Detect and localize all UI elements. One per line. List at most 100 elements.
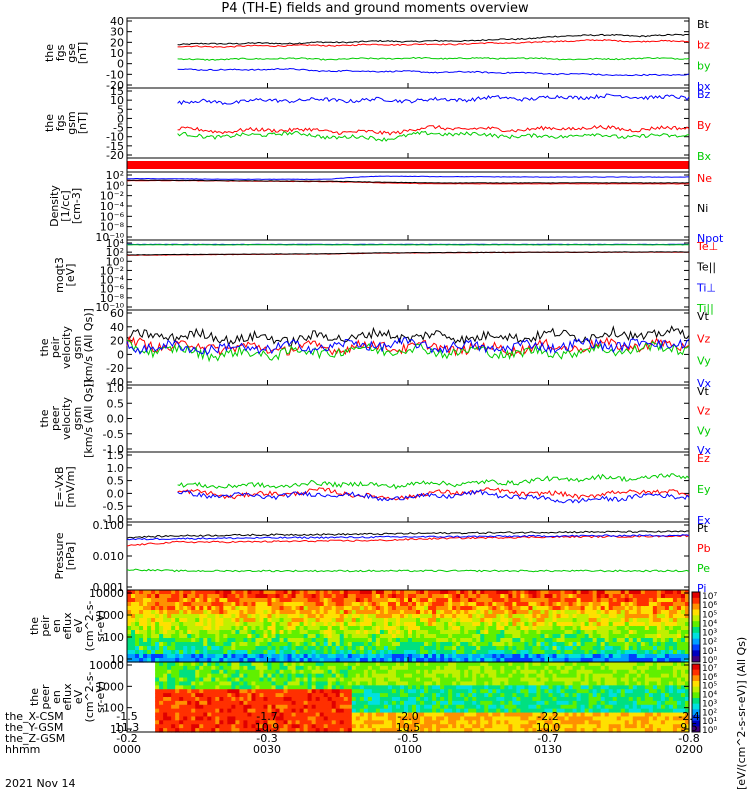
heatmap-cell bbox=[480, 665, 485, 671]
heatmap-cell bbox=[211, 708, 216, 714]
heatmap-cell bbox=[512, 630, 517, 635]
heatmap-cell bbox=[371, 685, 377, 690]
heatmap-cell bbox=[528, 658, 534, 663]
heatmap-cell bbox=[295, 658, 301, 663]
heatmap-cell bbox=[371, 700, 377, 706]
heatmap-cell bbox=[436, 712, 441, 718]
heatmap-cell bbox=[215, 662, 220, 667]
heatmap-cell bbox=[660, 642, 666, 647]
heatmap-cell bbox=[363, 606, 369, 611]
heatmap-cell bbox=[616, 602, 622, 607]
heatmap-cell bbox=[175, 700, 180, 706]
heatmap-cell bbox=[516, 654, 521, 659]
heatmap-cell bbox=[524, 700, 530, 706]
heatmap-cell bbox=[436, 646, 441, 651]
heatmap-cell bbox=[303, 685, 309, 690]
y-tick-label: 0.100 bbox=[93, 519, 125, 532]
heatmap-cell bbox=[235, 618, 240, 623]
heatmap-cell bbox=[307, 634, 313, 639]
heatmap-cell bbox=[632, 662, 638, 667]
heatmap-cell bbox=[251, 669, 257, 675]
heatmap-cell bbox=[219, 673, 224, 679]
heatmap-cell bbox=[668, 598, 674, 603]
heatmap-cell bbox=[520, 658, 526, 663]
heatmap-cell bbox=[460, 606, 465, 611]
heatmap-cell bbox=[624, 712, 630, 718]
heatmap-cell bbox=[239, 728, 245, 733]
heatmap-cell bbox=[632, 618, 638, 623]
heatmap-cell bbox=[239, 697, 245, 702]
heatmap-cell bbox=[576, 700, 582, 706]
heatmap-cell bbox=[444, 673, 449, 679]
heatmap-cell bbox=[552, 728, 558, 733]
heatmap-cell bbox=[520, 638, 526, 643]
heatmap-cell bbox=[339, 689, 345, 694]
heatmap-cell bbox=[480, 704, 485, 710]
heatmap-cell bbox=[283, 610, 289, 615]
heatmap-cell bbox=[223, 716, 228, 721]
heatmap-cell bbox=[391, 634, 397, 639]
heatmap-cell bbox=[163, 662, 168, 667]
heatmap-cell bbox=[460, 728, 465, 733]
heatmap-cell bbox=[600, 728, 606, 733]
heatmap-cell bbox=[231, 728, 236, 733]
heatmap-cell bbox=[624, 689, 630, 694]
heatmap-cell bbox=[440, 708, 445, 714]
heatmap-cell bbox=[408, 712, 413, 718]
heatmap-cell bbox=[363, 681, 369, 686]
heatmap-cell bbox=[383, 685, 389, 690]
heatmap-cell bbox=[339, 677, 345, 683]
heatmap-cell bbox=[371, 610, 377, 615]
heatmap-cell bbox=[608, 697, 614, 702]
heatmap-cell bbox=[279, 590, 285, 595]
heatmap-cell bbox=[403, 610, 409, 615]
heatmap-cell bbox=[259, 685, 265, 690]
heatmap-cell bbox=[235, 658, 240, 663]
heatmap-cell bbox=[163, 638, 168, 643]
heatmap-cell bbox=[387, 681, 393, 686]
heatmap-cell bbox=[227, 728, 232, 733]
heatmap-cell bbox=[219, 724, 224, 729]
heatmap-cell bbox=[472, 598, 477, 603]
heatmap-cell bbox=[343, 728, 349, 733]
heatmap-cell bbox=[215, 724, 220, 729]
heatmap-cell bbox=[199, 693, 204, 698]
y-tick-label: -10 bbox=[106, 131, 124, 144]
heatmap-cell bbox=[403, 685, 409, 690]
heatmap-cell bbox=[391, 658, 397, 663]
heatmap-cell bbox=[251, 704, 257, 710]
heatmap-cell bbox=[359, 594, 365, 599]
heatmap-cell bbox=[199, 590, 204, 595]
heatmap-cell bbox=[175, 618, 180, 623]
heatmap-cell bbox=[432, 622, 437, 627]
heatmap-cell bbox=[492, 622, 497, 627]
heatmap-cell bbox=[167, 594, 172, 599]
heatmap-cell bbox=[472, 673, 477, 679]
heatmap-cell bbox=[135, 610, 140, 615]
heatmap-cell bbox=[303, 662, 309, 667]
heatmap-cell bbox=[271, 724, 277, 729]
heatmap-cell bbox=[307, 646, 313, 651]
heatmap-cell bbox=[207, 614, 212, 619]
heatmap-cell bbox=[147, 626, 152, 631]
heatmap-cell bbox=[548, 646, 554, 651]
heatmap-cell bbox=[335, 708, 341, 714]
heatmap-cell bbox=[516, 712, 521, 718]
heatmap-cell bbox=[339, 638, 345, 643]
heatmap-cell bbox=[363, 622, 369, 627]
heatmap-cell bbox=[648, 602, 654, 607]
heatmap-cell bbox=[351, 665, 357, 671]
heatmap-cell bbox=[488, 689, 493, 694]
heatmap-cell bbox=[367, 697, 373, 702]
heatmap-cell bbox=[596, 610, 602, 615]
heatmap-cell bbox=[508, 606, 513, 611]
legend-entry: Vt bbox=[697, 385, 710, 398]
heatmap-cell bbox=[299, 724, 305, 729]
heatmap-cell bbox=[391, 673, 397, 679]
heatmap-cell bbox=[540, 700, 546, 706]
heatmap-cell bbox=[139, 610, 144, 615]
heatmap-cell bbox=[267, 712, 273, 718]
heatmap-cell bbox=[512, 677, 517, 683]
heatmap-cell bbox=[251, 712, 257, 718]
heatmap-cell bbox=[155, 708, 160, 714]
